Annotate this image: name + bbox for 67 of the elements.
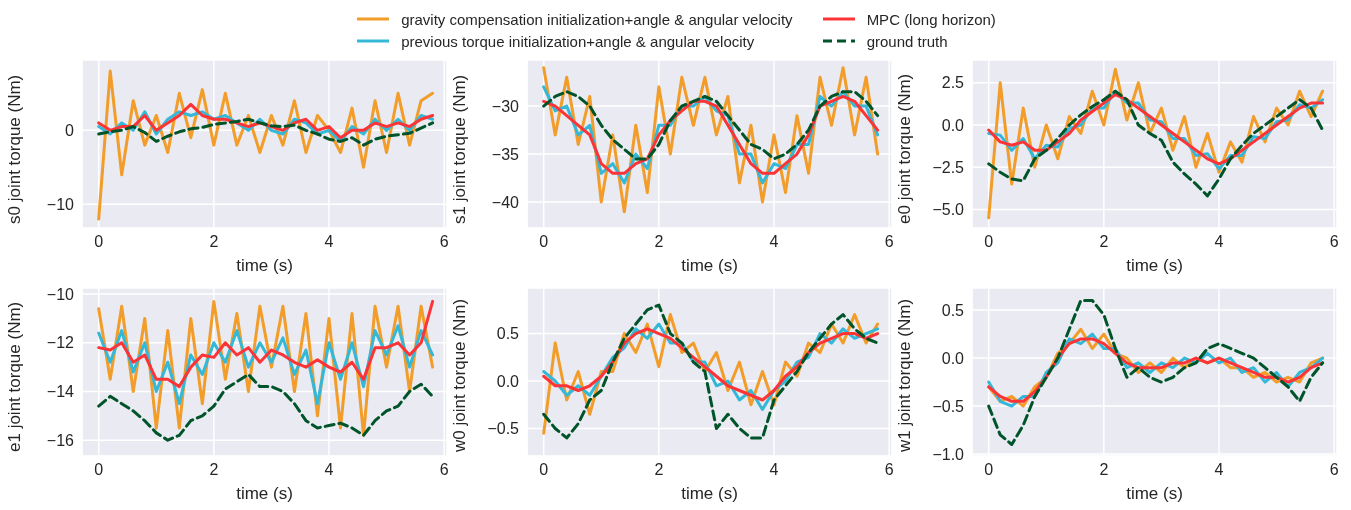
legend-label: previous torque initialization+angle & angular velocity bbox=[401, 32, 755, 50]
x-tick-label: 2 bbox=[654, 461, 664, 479]
legend-label: gravity compensation initialization+angle & angular velocity bbox=[401, 10, 793, 28]
y-tick-label: −0.5 bbox=[932, 397, 965, 415]
y-tick-label: −14 bbox=[46, 383, 75, 401]
y-axis-title: w0 joint torque (Nm) bbox=[450, 298, 470, 453]
y-tick-label: 0.0 bbox=[941, 116, 965, 134]
y-tick-label: −40 bbox=[491, 193, 520, 211]
y-tick-label: −0.5 bbox=[487, 420, 520, 438]
y-tick-label: −12 bbox=[46, 334, 75, 352]
x-tick-label: 2 bbox=[1099, 461, 1109, 479]
x-axis-title: time (s) bbox=[235, 484, 294, 504]
y-tick-label: 0.5 bbox=[496, 325, 520, 343]
x-axis-title: time (s) bbox=[680, 256, 739, 276]
x-tick-label: 4 bbox=[1214, 461, 1224, 479]
x-axis-title: time (s) bbox=[1125, 484, 1184, 504]
x-tick-label: 6 bbox=[439, 461, 449, 479]
line-series bbox=[97, 372, 435, 442]
y-axis-title: s0 joint torque (Nm) bbox=[5, 74, 25, 224]
x-tick-label: 0 bbox=[539, 233, 549, 251]
x-tick-label: 6 bbox=[884, 233, 894, 251]
x-tick-label: 2 bbox=[209, 461, 219, 479]
line-series bbox=[97, 299, 435, 389]
x-tick-label: 4 bbox=[769, 233, 779, 251]
line-series bbox=[542, 94, 880, 175]
x-tick-label: 0 bbox=[984, 233, 994, 251]
y-tick-label: 0.0 bbox=[941, 349, 965, 367]
y-axis-title: s1 joint torque (Nm) bbox=[450, 74, 470, 224]
x-tick-label: 2 bbox=[209, 233, 219, 251]
x-axis-title: time (s) bbox=[1125, 256, 1184, 276]
legend-label: ground truth bbox=[866, 32, 948, 50]
y-tick-label: −1.0 bbox=[932, 445, 965, 463]
x-tick-label: 6 bbox=[1329, 233, 1339, 251]
x-tick-label: 0 bbox=[539, 461, 549, 479]
x-tick-label: 0 bbox=[984, 461, 994, 479]
y-axis-title: e1 joint torque (Nm) bbox=[5, 301, 25, 452]
x-tick-label: 0 bbox=[94, 233, 104, 251]
x-tick-label: 6 bbox=[439, 233, 449, 251]
y-tick-label: 0.5 bbox=[941, 301, 965, 319]
y-tick-label: −35 bbox=[491, 145, 520, 163]
line-series bbox=[542, 90, 880, 161]
x-axis-title: time (s) bbox=[235, 256, 294, 276]
line-series bbox=[987, 298, 1325, 446]
x-tick-label: 6 bbox=[1329, 461, 1339, 479]
x-tick-label: 2 bbox=[1099, 233, 1109, 251]
x-tick-label: 4 bbox=[324, 233, 334, 251]
y-tick-label: −10 bbox=[46, 285, 75, 303]
x-tick-label: 4 bbox=[324, 461, 334, 479]
y-tick-label: −10 bbox=[46, 196, 75, 213]
y-tick-label: −16 bbox=[46, 431, 75, 449]
x-tick-label: 4 bbox=[769, 461, 779, 479]
y-tick-label: −5.0 bbox=[932, 201, 965, 219]
y-tick-label: −30 bbox=[491, 97, 520, 115]
x-tick-label: 2 bbox=[654, 233, 664, 251]
x-tick-label: 0 bbox=[94, 461, 104, 479]
y-tick-label: 0.0 bbox=[496, 372, 520, 390]
y-tick-label: −2.5 bbox=[932, 158, 965, 176]
x-tick-label: 4 bbox=[1214, 233, 1224, 251]
y-tick-label: 2.5 bbox=[941, 74, 965, 92]
y-axis-title: w1 joint torque (Nm) bbox=[895, 298, 915, 453]
x-tick-label: 6 bbox=[884, 461, 894, 479]
y-tick-label: 0 bbox=[65, 121, 75, 139]
x-axis-title: time (s) bbox=[680, 484, 739, 504]
legend-label: MPC (long horizon) bbox=[866, 10, 996, 28]
line-series bbox=[97, 117, 435, 147]
y-axis-title: e0 joint torque (Nm) bbox=[895, 73, 915, 224]
line-series bbox=[987, 89, 1325, 198]
